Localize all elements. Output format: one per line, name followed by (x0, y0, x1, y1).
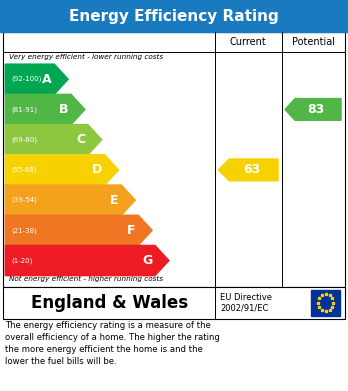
Polygon shape (5, 125, 102, 155)
Text: (81-91): (81-91) (11, 106, 38, 113)
Text: (92-100): (92-100) (11, 76, 42, 83)
Bar (0, 0, 348, 32)
Text: D: D (92, 163, 102, 176)
Text: England & Wales: England & Wales (31, 294, 188, 312)
Polygon shape (5, 155, 119, 185)
Text: (39-54): (39-54) (11, 197, 37, 203)
Polygon shape (5, 64, 68, 94)
Text: EU Directive: EU Directive (220, 293, 272, 302)
Text: 2002/91/EC: 2002/91/EC (220, 304, 269, 313)
Text: C: C (76, 133, 85, 146)
Text: A: A (42, 73, 52, 86)
Text: Energy Efficiency Rating: Energy Efficiency Rating (69, 9, 279, 23)
Bar (3, 287, 345, 319)
Polygon shape (5, 94, 85, 125)
Text: Very energy efficient - lower running costs: Very energy efficient - lower running co… (9, 54, 163, 61)
Bar (311, 290, 340, 316)
Text: B: B (59, 103, 68, 116)
Text: Current: Current (230, 37, 267, 47)
Text: 83: 83 (307, 103, 325, 116)
Polygon shape (5, 246, 169, 276)
Text: (1-20): (1-20) (11, 257, 33, 264)
Text: (21-38): (21-38) (11, 227, 37, 233)
Polygon shape (285, 99, 341, 120)
Text: Potential: Potential (292, 37, 334, 47)
Polygon shape (5, 185, 135, 215)
Text: F: F (127, 224, 135, 237)
Bar (3, 32, 345, 287)
Text: 63: 63 (243, 163, 260, 176)
Text: (55-68): (55-68) (11, 167, 37, 173)
Text: The energy efficiency rating is a measure of the
overall efficiency of a home. T: The energy efficiency rating is a measur… (5, 321, 220, 366)
Text: G: G (142, 254, 152, 267)
Text: (69-80): (69-80) (11, 136, 38, 143)
Polygon shape (219, 159, 278, 181)
Text: Not energy efficient - higher running costs: Not energy efficient - higher running co… (9, 276, 163, 282)
Text: E: E (110, 194, 119, 206)
Polygon shape (5, 215, 152, 246)
